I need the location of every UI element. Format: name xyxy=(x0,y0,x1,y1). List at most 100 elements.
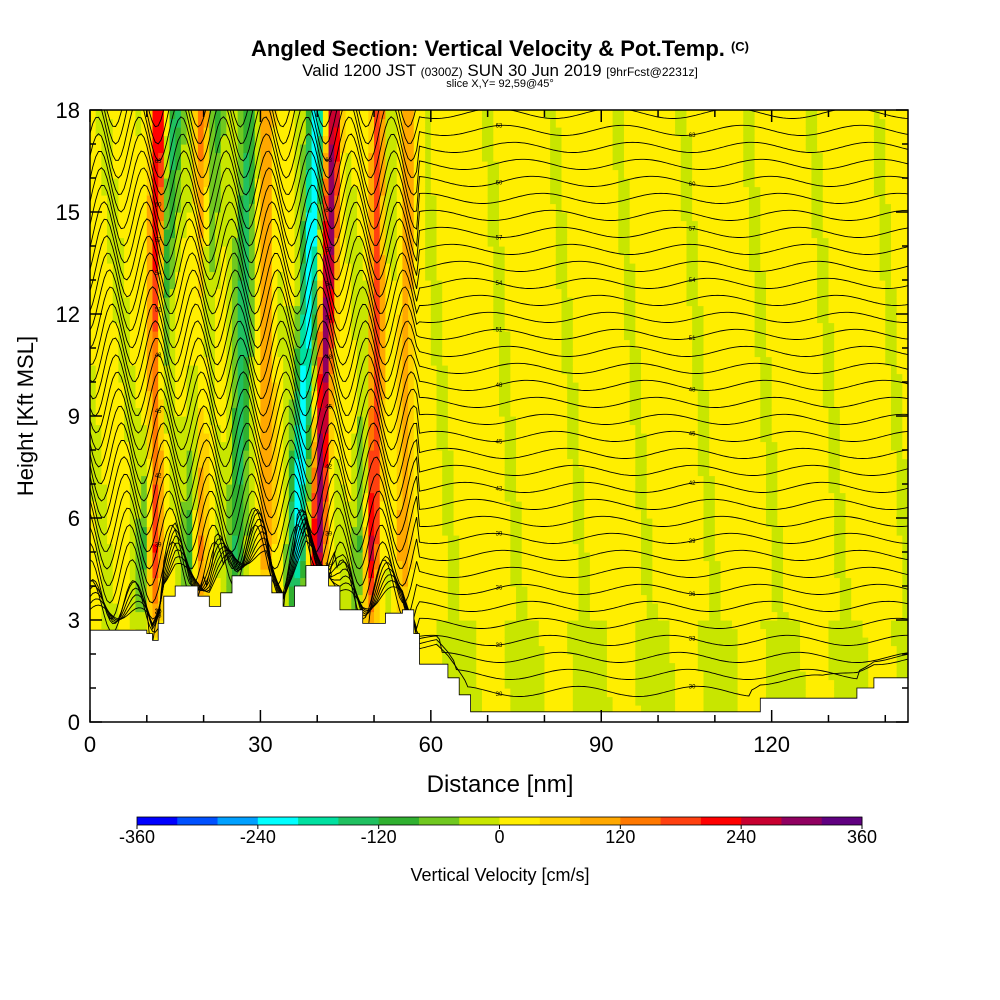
velocity-cell xyxy=(317,331,324,341)
velocity-cell xyxy=(322,509,330,519)
velocity-cell xyxy=(396,186,404,196)
velocity-cell xyxy=(374,212,381,222)
velocity-cell xyxy=(118,220,125,230)
velocity-cell xyxy=(95,560,102,570)
velocity-cell xyxy=(391,144,398,154)
velocity-cell xyxy=(283,569,290,579)
velocity-cell xyxy=(311,144,318,154)
velocity-cell xyxy=(180,195,188,205)
velocity-cell xyxy=(112,611,120,621)
velocity-cell xyxy=(408,433,415,443)
velocity-cell xyxy=(90,492,97,502)
velocity-cell xyxy=(118,186,125,196)
velocity-cell xyxy=(345,271,352,281)
velocity-cell xyxy=(220,484,227,494)
velocity-cell xyxy=(481,569,489,579)
velocity-cell xyxy=(107,399,114,409)
velocity-cell xyxy=(129,611,137,621)
velocity-cell xyxy=(402,220,409,230)
velocity-cell xyxy=(334,280,341,290)
velocity-cell xyxy=(334,492,341,502)
velocity-cell xyxy=(220,212,227,222)
velocity-cell xyxy=(339,314,347,324)
velocity-cell xyxy=(135,433,142,443)
velocity-cell xyxy=(317,467,324,477)
velocity-cell xyxy=(396,314,404,324)
velocity-cell xyxy=(220,331,227,341)
velocity-cell xyxy=(470,407,477,417)
velocity-cell xyxy=(141,526,148,536)
velocity-cell xyxy=(425,186,432,196)
velocity-cell xyxy=(322,433,330,443)
velocity-cell xyxy=(328,407,335,417)
velocity-cell xyxy=(464,348,472,358)
velocity-cell xyxy=(141,586,148,596)
velocity-cell xyxy=(300,433,307,443)
velocity-cell xyxy=(158,484,165,494)
velocity-cell xyxy=(288,186,296,196)
velocity-cell xyxy=(447,637,455,647)
velocity-cell xyxy=(107,135,114,145)
velocity-cell xyxy=(413,543,421,553)
velocity-cell xyxy=(209,382,216,392)
velocity-cell xyxy=(322,314,330,324)
velocity-cell xyxy=(254,314,262,324)
velocity-cell xyxy=(453,186,460,196)
velocity-cell xyxy=(464,594,472,604)
velocity-cell xyxy=(464,373,472,383)
velocity-cell xyxy=(459,356,466,366)
velocity-cell xyxy=(311,526,318,536)
velocity-cell xyxy=(442,110,449,120)
velocity-cell xyxy=(129,424,137,434)
velocity-cell xyxy=(379,297,386,307)
velocity-cell xyxy=(453,118,460,128)
velocity-cell xyxy=(453,467,460,477)
velocity-cell xyxy=(396,560,404,570)
velocity-cell xyxy=(294,390,301,400)
velocity-cell xyxy=(254,348,262,358)
velocity-cell xyxy=(481,526,489,536)
velocity-cell xyxy=(237,246,244,256)
velocity-cell xyxy=(385,373,392,383)
velocity-cell xyxy=(226,280,233,290)
velocity-cell xyxy=(226,110,233,120)
velocity-cell xyxy=(470,390,477,400)
velocity-cell xyxy=(101,365,108,375)
velocity-cell xyxy=(277,246,284,256)
velocity-cell xyxy=(158,152,165,162)
velocity-cell xyxy=(158,254,165,264)
velocity-cell xyxy=(232,382,239,392)
velocity-cell xyxy=(180,322,188,332)
velocity-cell xyxy=(107,603,114,613)
velocity-cell xyxy=(447,356,455,366)
velocity-cell xyxy=(345,186,352,196)
velocity-cell xyxy=(118,229,125,239)
velocity-cell xyxy=(311,161,318,171)
velocity-cell xyxy=(197,492,205,502)
velocity-cell xyxy=(220,288,227,298)
velocity-cell xyxy=(277,365,284,375)
velocity-cell xyxy=(271,382,279,392)
velocity-cell xyxy=(192,365,199,375)
velocity-cell xyxy=(345,280,352,290)
velocity-cell xyxy=(249,331,256,341)
velocity-cell xyxy=(124,331,131,341)
velocity-cell xyxy=(419,220,426,230)
velocity-cell xyxy=(430,433,438,443)
velocity-cell xyxy=(186,237,193,247)
velocity-cell xyxy=(362,195,369,205)
velocity-cell xyxy=(101,518,108,528)
velocity-cell xyxy=(186,509,193,519)
velocity-cell xyxy=(300,373,307,383)
velocity-cell xyxy=(135,127,142,137)
velocity-cell xyxy=(322,220,330,230)
velocity-cell xyxy=(214,339,222,349)
velocity-cell xyxy=(237,135,244,145)
velocity-cell xyxy=(214,314,222,324)
velocity-cell xyxy=(232,271,239,281)
velocity-cell xyxy=(203,399,210,409)
velocity-cell xyxy=(476,441,483,451)
velocity-cell xyxy=(169,331,176,341)
velocity-cell xyxy=(232,246,239,256)
velocity-cell xyxy=(90,246,97,256)
